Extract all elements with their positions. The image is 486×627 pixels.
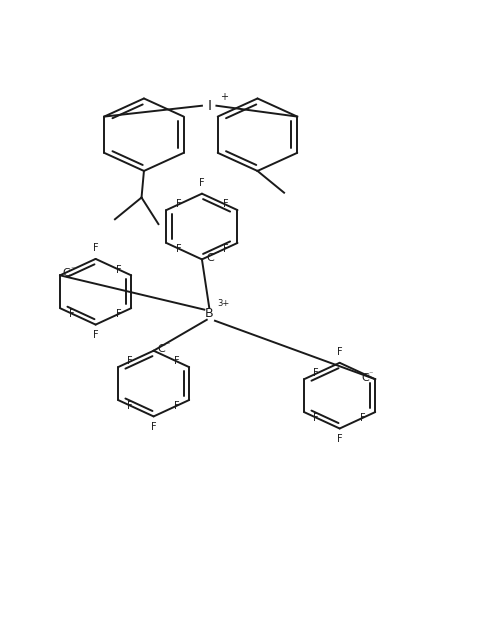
Text: C: C: [362, 373, 369, 382]
Text: F: F: [223, 199, 228, 209]
Text: F: F: [223, 244, 228, 254]
Text: F: F: [174, 356, 180, 366]
Text: C: C: [63, 268, 70, 278]
Text: F: F: [116, 265, 122, 275]
Text: F: F: [313, 413, 319, 423]
Text: F: F: [337, 434, 343, 444]
Text: ⁻: ⁻: [368, 369, 373, 378]
Text: F: F: [127, 356, 133, 366]
Text: I: I: [207, 98, 211, 113]
Text: +: +: [220, 92, 227, 102]
Text: 3+: 3+: [218, 299, 230, 308]
Text: ⁻: ⁻: [214, 249, 219, 258]
Text: F: F: [313, 369, 319, 379]
Text: ⁻: ⁻: [165, 340, 169, 349]
Text: F: F: [174, 401, 180, 411]
Text: F: F: [360, 413, 366, 423]
Text: C: C: [157, 344, 165, 354]
Text: F: F: [93, 330, 99, 340]
Text: ⁻: ⁻: [70, 264, 74, 273]
Text: C: C: [207, 253, 214, 263]
Text: F: F: [93, 243, 99, 253]
Text: F: F: [116, 309, 122, 319]
Text: F: F: [175, 244, 181, 254]
Text: B: B: [205, 307, 213, 320]
Text: F: F: [151, 422, 156, 432]
Text: F: F: [199, 178, 205, 188]
Text: F: F: [337, 347, 343, 357]
Text: F: F: [175, 199, 181, 209]
Text: F: F: [127, 401, 133, 411]
Text: F: F: [69, 309, 75, 319]
